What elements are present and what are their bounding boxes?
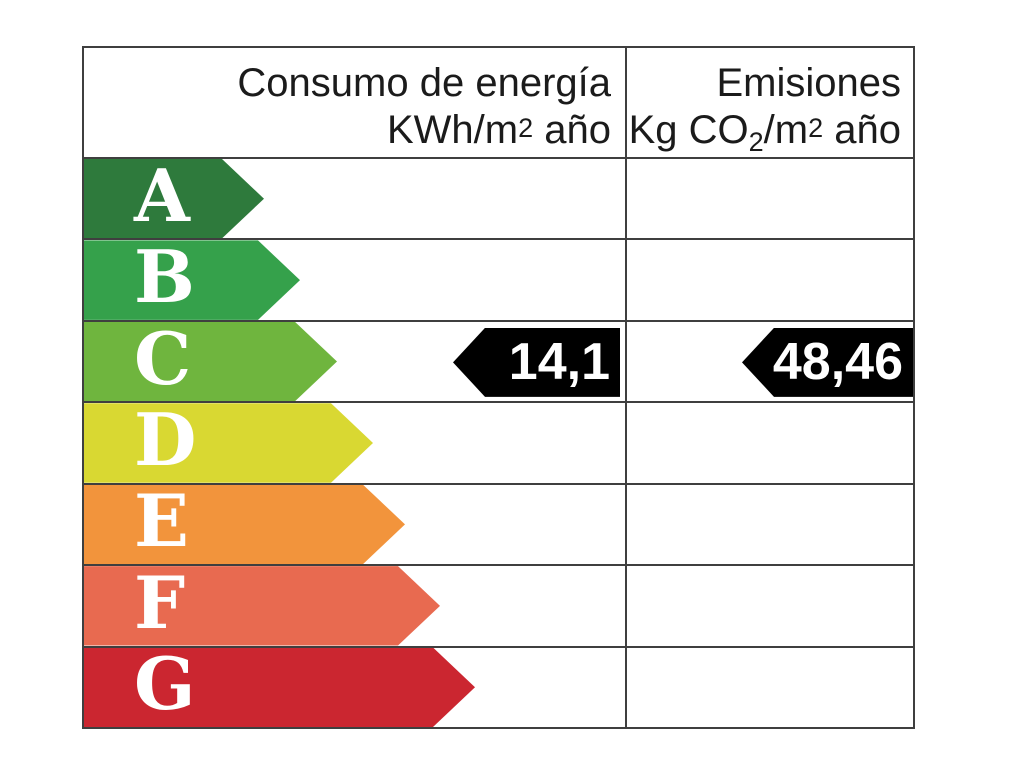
column-divider: [625, 48, 627, 727]
rating-letter: C: [134, 315, 192, 401]
rating-arrow-a: A: [84, 159, 264, 238]
emissions-value-arrow: 48,46: [742, 327, 913, 397]
consumption-column-header: Consumo de energía KWh/m2 año: [84, 48, 627, 157]
emissions-column-header: Emisiones Kg CO2/m2 año: [627, 48, 913, 157]
consumption-header-line2: KWh/m2 año: [386, 108, 611, 152]
squared-exponent: 2: [808, 113, 824, 143]
rating-row-g: G: [84, 647, 913, 727]
table-header: Consumo de energía KWh/m2 año Emisiones …: [84, 48, 913, 159]
ratings-rows: A B C 14,1 48,46 D E F: [84, 159, 913, 727]
rating-row-b: B: [84, 240, 913, 322]
rating-row-f: F: [84, 566, 913, 648]
rating-arrow-e: E: [84, 485, 405, 564]
rating-arrow-b: B: [84, 240, 300, 319]
squared-exponent: 2: [518, 113, 534, 143]
co2-subscript: 2: [748, 127, 764, 157]
rating-letter: E: [134, 478, 189, 564]
rating-letter: A: [134, 152, 190, 238]
emissions-value: 48,46: [772, 333, 903, 392]
rating-row-a: A: [84, 159, 913, 241]
rating-letter: F: [134, 559, 186, 645]
consumption-header-line1: Consumo de energía: [237, 61, 611, 105]
rating-arrow-c: C: [84, 322, 337, 401]
consumption-value-arrow: 14,1: [453, 327, 620, 397]
rating-row-e: E: [84, 484, 913, 567]
consumption-value: 14,1: [508, 333, 610, 392]
rating-row-d: D: [84, 403, 913, 485]
emissions-header-line2: Kg CO2/m2 año: [628, 108, 901, 157]
rating-table: Consumo de energía KWh/m2 año Emisiones …: [82, 46, 915, 729]
rating-arrow-f: F: [84, 566, 440, 645]
emissions-header-line1: Emisiones: [716, 61, 901, 105]
rating-row-c: C 14,1 48,46: [84, 321, 913, 404]
rating-arrow-d: D: [84, 403, 373, 482]
rating-letter: B: [134, 234, 195, 320]
rating-letter: D: [134, 396, 197, 482]
rating-arrow-g: G: [84, 648, 475, 727]
rating-letter: G: [134, 641, 196, 727]
